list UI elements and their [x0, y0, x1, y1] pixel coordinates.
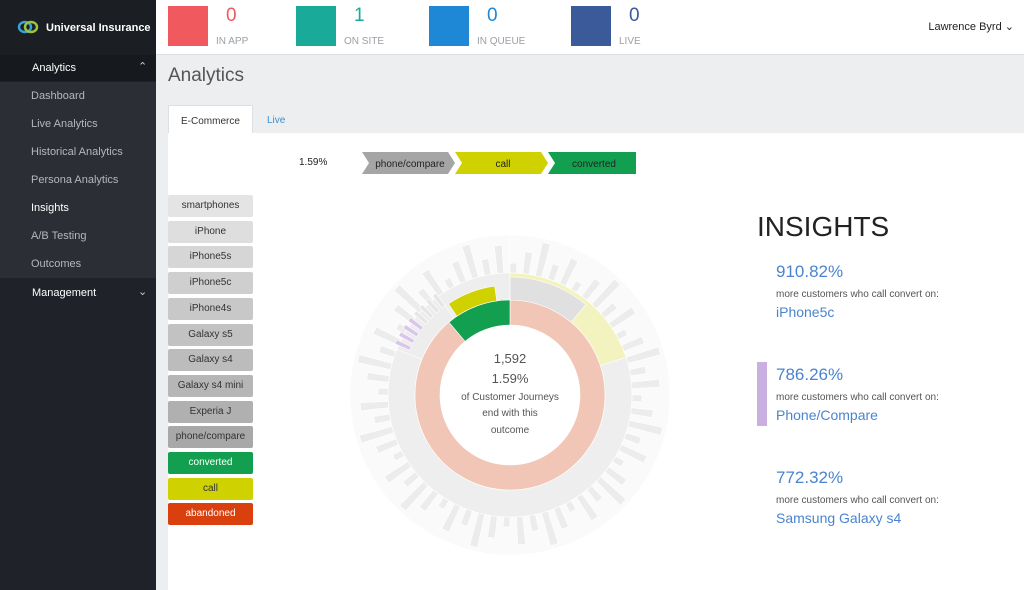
insight-percent: 910.82%: [776, 262, 844, 281]
sunburst-segment[interactable]: [509, 276, 587, 323]
nav-item[interactable]: Insights: [31, 202, 69, 214]
legend-item[interactable]: abandoned: [168, 503, 253, 526]
insight-text: more customers who call convert on:: [776, 392, 939, 403]
sunburst-segment[interactable]: [407, 317, 424, 331]
stat-icon: [429, 6, 469, 46]
crumb: [455, 152, 548, 174]
sunburst-segment[interactable]: [502, 516, 511, 528]
sunburst-segment[interactable]: [631, 394, 643, 403]
stat-label: ON SITE: [344, 36, 385, 47]
legend-item[interactable]: phone/compare: [168, 426, 253, 449]
legend-item[interactable]: Galaxy s4 mini: [168, 374, 253, 397]
nav-submenu: [0, 82, 156, 278]
center-caption: end with this: [482, 408, 538, 419]
insight-percent: 786.26%: [776, 365, 844, 384]
crumb-label: converted: [572, 159, 616, 170]
crumb-label: phone/compare: [375, 159, 445, 170]
sunburst-segment[interactable]: [425, 298, 440, 314]
stat-label: IN QUEUE: [477, 36, 526, 47]
legend-item[interactable]: iPhone5s: [168, 246, 253, 269]
legend-item[interactable]: iPhone: [168, 220, 253, 243]
nav-item[interactable]: Outcomes: [31, 258, 82, 270]
nav-section[interactable]: Analytics ⌃: [0, 55, 156, 81]
crumb-label: call: [495, 159, 510, 170]
center-caption: of Customer Journeys: [461, 392, 559, 403]
stat-icon: [168, 6, 208, 46]
legend-item[interactable]: converted: [168, 452, 253, 474]
sunburst-segment[interactable]: [377, 387, 389, 396]
logo-area: Universal Insurance: [0, 0, 156, 55]
insight-percent: 772.32%: [776, 468, 844, 487]
sunburst-segment[interactable]: [509, 262, 518, 274]
legend-item[interactable]: Galaxy s4: [168, 349, 253, 372]
sunburst-center: [440, 325, 580, 465]
stat-value: 0: [629, 5, 640, 26]
tab[interactable]: Live: [267, 115, 286, 126]
insight-text: more customers who call convert on:: [776, 495, 939, 506]
sunburst-segment[interactable]: [413, 310, 429, 325]
top-bar: Lawrence Byrd ⌄ 0 IN APP 1 ON SITE 0 IN QUEUE…: [156, 0, 1024, 55]
legend-item[interactable]: Experia J: [168, 400, 253, 423]
breadcrumb: phone/compare call converted: [362, 152, 636, 174]
nav-item[interactable]: A/B Testing: [31, 230, 87, 242]
center-count: 1,592: [493, 351, 527, 366]
breadcrumb-percent: 1.59%: [299, 157, 328, 168]
insight-text: more customers who call convert on:: [776, 289, 939, 300]
legend-item[interactable]: call: [168, 477, 253, 500]
crumb: [548, 152, 636, 174]
nav-section[interactable]: Management ⌄: [0, 280, 156, 306]
nav-section-label: Management: [32, 287, 97, 299]
highlight-bar: [757, 362, 767, 426]
user-name: Lawrence Byrd: [928, 21, 1002, 33]
nav-item[interactable]: Historical Analytics: [31, 146, 123, 158]
stat-value: 0: [487, 5, 498, 26]
center-caption: outcome: [490, 425, 530, 436]
insights-title: INSIGHTS: [757, 211, 890, 242]
nav-caret: ⌃: [138, 61, 148, 73]
stat-label: LIVE: [619, 36, 641, 47]
sunburst-segment[interactable]: [418, 303, 435, 320]
stat-value: 1: [354, 5, 365, 26]
nav-item[interactable]: Dashboard: [31, 90, 85, 102]
tab[interactable]: E-Commerce: [168, 105, 253, 133]
sidebar: Universal Insurance Analytics ⌃ Dashboard L…: [0, 0, 156, 590]
nav-section-label: Analytics: [32, 62, 77, 74]
logo-icon: [17, 20, 39, 34]
brand: Universal Insurance: [46, 22, 151, 34]
legend-item[interactable]: iPhone5c: [168, 272, 253, 295]
user-menu[interactable]: Lawrence Byrd ⌄: [928, 21, 1014, 33]
sunburst-segment[interactable]: [394, 339, 412, 351]
stat-value: 0: [226, 5, 237, 26]
sunburst-segment[interactable]: [432, 292, 446, 309]
sunburst-segment[interactable]: [448, 285, 498, 317]
nav-item[interactable]: Live Analytics: [31, 118, 98, 130]
crumb: [362, 152, 455, 174]
legend-item[interactable]: smartphones: [168, 195, 253, 217]
insight-target[interactable]: Samsung Galaxy s4: [776, 510, 902, 526]
sunburst-segment[interactable]: [402, 324, 420, 338]
nav-item[interactable]: Persona Analytics: [31, 174, 119, 186]
legend-item[interactable]: Galaxy s5: [168, 323, 253, 346]
stat-icon: [296, 6, 336, 46]
legend-item[interactable]: iPhone4s: [168, 297, 253, 320]
stat-icon: [571, 6, 611, 46]
insight-target[interactable]: Phone/Compare: [776, 407, 878, 423]
sunburst: [349, 234, 671, 556]
page-title: Analytics: [168, 65, 245, 86]
sunburst-segment[interactable]: [398, 331, 416, 344]
nav-caret: ⌄: [138, 286, 148, 298]
stat-label: IN APP: [216, 36, 249, 47]
insight-target[interactable]: iPhone5c: [776, 304, 835, 320]
center-percent: 1.59%: [491, 371, 529, 386]
